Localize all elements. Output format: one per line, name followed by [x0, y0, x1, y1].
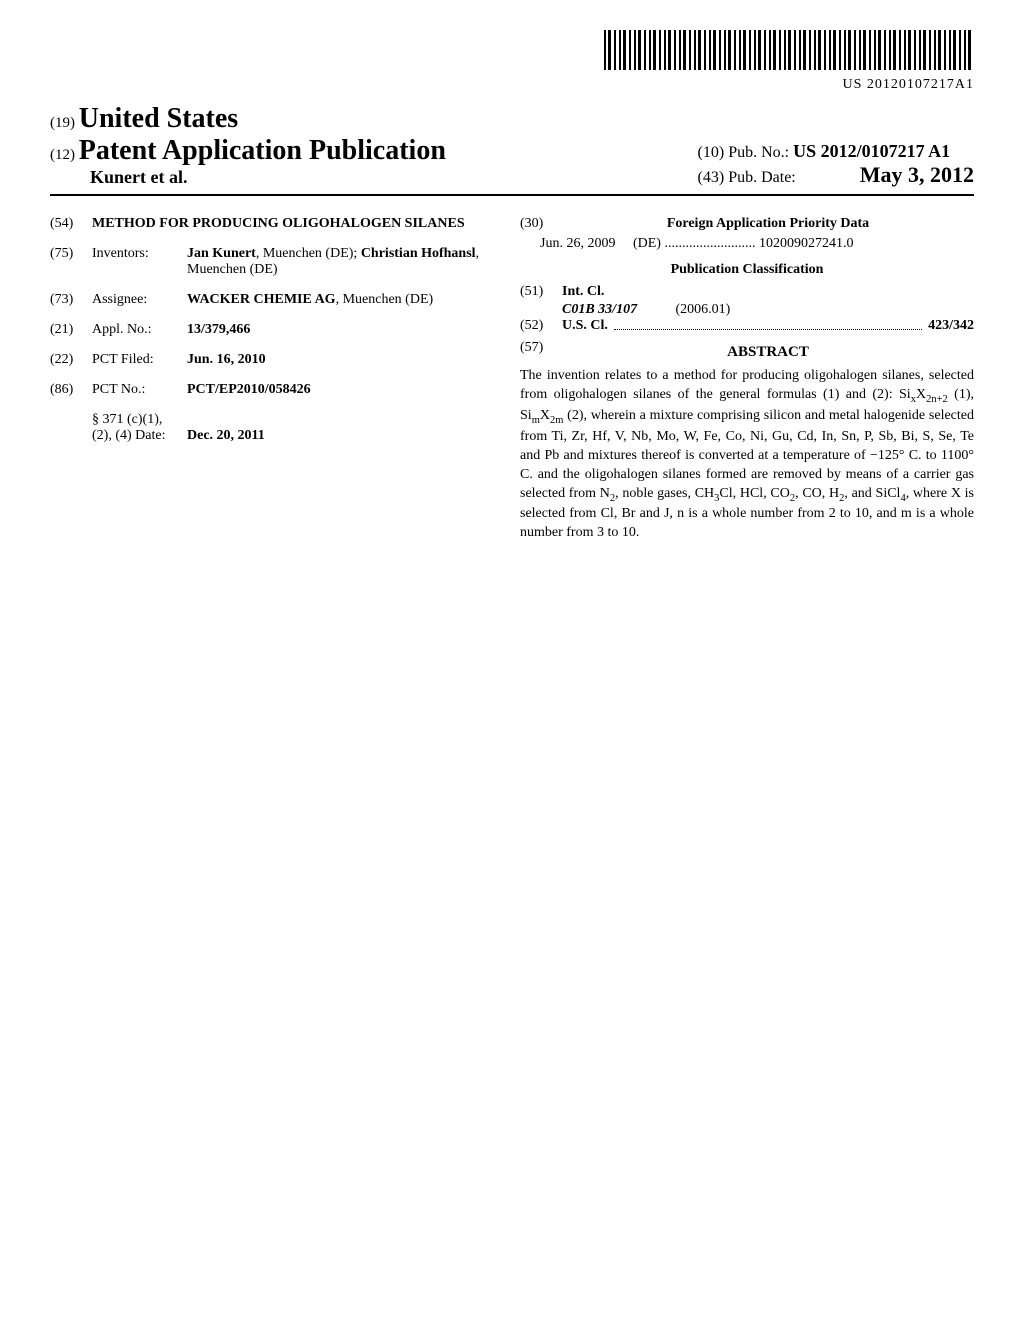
priority-country: (DE): [633, 236, 661, 251]
priority-data-row: Jun. 26, 2009 (DE) .....................…: [520, 236, 974, 252]
sec371-spacer2: [50, 428, 92, 444]
country-code: (19): [50, 115, 75, 131]
appl-no: 13/379,466: [187, 322, 490, 338]
uscl-row: (52) U.S. Cl. 423/342: [520, 318, 974, 334]
publication-row: (12) Patent Application Publication Kune…: [50, 135, 974, 196]
assignee-label: Assignee:: [92, 292, 187, 308]
priority-dots: ..........................: [664, 236, 759, 251]
pub-date-code: (43): [698, 169, 725, 186]
inventors-value: Jan Kunert, Muenchen (DE); Christian Hof…: [187, 246, 490, 278]
sec371-date: Dec. 20, 2011: [187, 428, 490, 444]
pct-no-code: (86): [50, 382, 92, 398]
intcl-row: (51) Int. Cl.: [520, 284, 974, 300]
barcode-region: US 20120107217A1: [50, 30, 974, 93]
inventors-row: (75) Inventors: Jan Kunert, Muenchen (DE…: [50, 246, 490, 278]
priority-code: (30): [520, 216, 562, 232]
inventors-code: (75): [50, 246, 92, 278]
pub-date-label: Pub. Date:: [728, 169, 796, 186]
title-row: (54) METHOD FOR PRODUCING OLIGOHALOGEN S…: [50, 216, 490, 232]
pub-right: (10) Pub. No.: US 2012/0107217 A1 (43) P…: [698, 141, 974, 188]
classification-heading: Publication Classification: [520, 262, 974, 278]
abstract-text: The invention relates to a method for pr…: [520, 367, 974, 543]
priority-heading-row: (30) Foreign Application Priority Data: [520, 216, 974, 232]
uscl-label: U.S. Cl.: [562, 318, 608, 334]
pub-type-line: (12) Patent Application Publication: [50, 135, 698, 167]
assignee-code: (73): [50, 292, 92, 308]
inventors-label: Inventors:: [92, 246, 187, 278]
pct-no-label: PCT No.:: [92, 382, 187, 398]
appl-no-label: Appl. No.:: [92, 322, 187, 338]
abstract-head-row: (57) ABSTRACT: [520, 340, 974, 367]
pub-date-line: (43) Pub. Date: May 3, 2012: [698, 162, 974, 188]
pub-type-code: (12): [50, 147, 75, 163]
intcl-class: C01B 33/107: [562, 302, 672, 318]
right-column: (30) Foreign Application Priority Data J…: [520, 216, 974, 543]
invention-title: METHOD FOR PRODUCING OLIGOHALOGEN SILANE…: [92, 216, 490, 232]
pct-no: PCT/EP2010/058426: [187, 382, 490, 398]
country-name: United States: [79, 103, 238, 134]
sec371-label1: § 371 (c)(1),: [92, 412, 187, 428]
sec371-empty: [187, 412, 490, 428]
sec371-row1: § 371 (c)(1),: [50, 412, 490, 428]
country-line: (19) United States: [50, 103, 974, 135]
sec371-spacer: [50, 412, 92, 428]
sec371-label2: (2), (4) Date:: [92, 428, 187, 444]
appl-no-code: (21): [50, 322, 92, 338]
intcl-code: (51): [520, 284, 562, 300]
header: (19) United States (12) Patent Applicati…: [50, 103, 974, 196]
sec371-row2: (2), (4) Date: Dec. 20, 2011: [50, 428, 490, 444]
assignee-value: WACKER CHEMIE AG, Muenchen (DE): [187, 292, 490, 308]
body-columns: (54) METHOD FOR PRODUCING OLIGOHALOGEN S…: [50, 216, 974, 543]
pct-filed-label: PCT Filed:: [92, 352, 187, 368]
priority-date: Jun. 26, 2009: [540, 236, 615, 251]
assignee-row: (73) Assignee: WACKER CHEMIE AG, Muenche…: [50, 292, 490, 308]
pub-type: Patent Application Publication: [79, 135, 446, 166]
pct-filed-row: (22) PCT Filed: Jun. 16, 2010: [50, 352, 490, 368]
abstract-code: (57): [520, 340, 562, 367]
pct-no-row: (86) PCT No.: PCT/EP2010/058426: [50, 382, 490, 398]
left-column: (54) METHOD FOR PRODUCING OLIGOHALOGEN S…: [50, 216, 490, 543]
title-code: (54): [50, 216, 92, 232]
pub-no-code: (10): [698, 144, 725, 161]
pub-no-line: (10) Pub. No.: US 2012/0107217 A1: [698, 141, 974, 162]
priority-no: 102009027241.0: [759, 236, 854, 251]
barcode-text: US 20120107217A1: [50, 77, 974, 93]
pub-no-label: Pub. No.:: [728, 144, 789, 161]
abstract-heading: ABSTRACT: [562, 344, 974, 361]
pct-filed-code: (22): [50, 352, 92, 368]
authors: Kunert et al.: [90, 167, 698, 188]
uscl-value: 423/342: [928, 318, 974, 334]
pub-left: (12) Patent Application Publication Kune…: [50, 135, 698, 188]
pub-no: US 2012/0107217 A1: [793, 141, 950, 161]
priority-heading: Foreign Application Priority Data: [562, 216, 974, 232]
uscl-code: (52): [520, 318, 562, 334]
intcl-sub: C01B 33/107 (2006.01): [520, 302, 974, 318]
pct-filed: Jun. 16, 2010: [187, 352, 490, 368]
intcl-label: Int. Cl.: [562, 284, 604, 300]
pub-date: May 3, 2012: [860, 162, 974, 187]
uscl-dots: [614, 318, 922, 330]
intcl-year: (2006.01): [676, 302, 731, 317]
appl-no-row: (21) Appl. No.: 13/379,466: [50, 322, 490, 338]
barcode-graphic: [604, 30, 974, 70]
